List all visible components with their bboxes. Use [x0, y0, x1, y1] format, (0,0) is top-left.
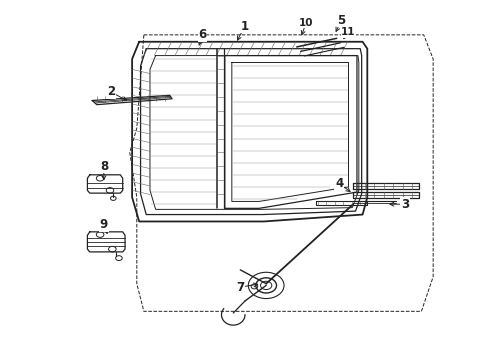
Text: 2: 2 — [107, 85, 115, 98]
Text: 3: 3 — [401, 198, 409, 211]
Text: 8: 8 — [100, 160, 108, 173]
Text: 9: 9 — [100, 219, 108, 231]
Text: 11: 11 — [341, 27, 356, 37]
Text: 10: 10 — [299, 18, 314, 28]
Text: 7: 7 — [236, 281, 245, 294]
Text: 6: 6 — [198, 28, 207, 41]
Text: 1: 1 — [241, 20, 249, 33]
Text: 5: 5 — [337, 14, 345, 27]
Text: 4: 4 — [335, 177, 343, 190]
